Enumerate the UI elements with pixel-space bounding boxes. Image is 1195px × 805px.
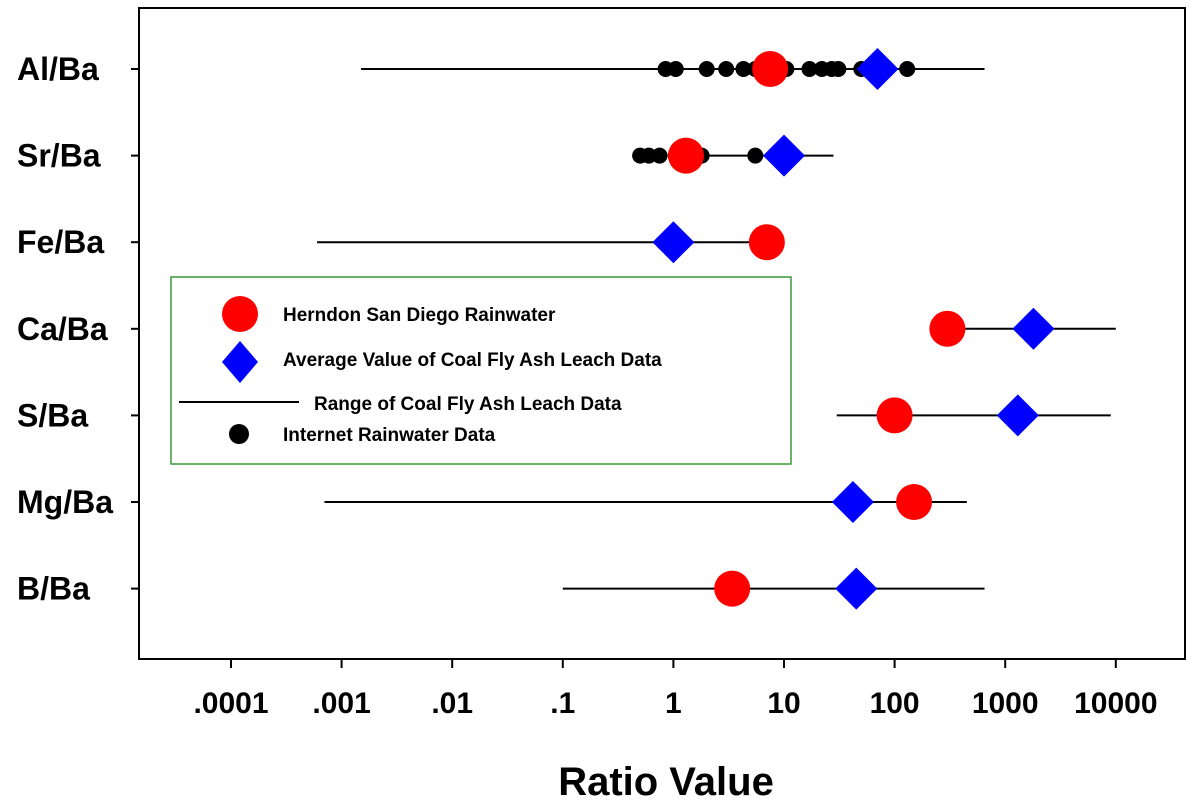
x-tick-label: 1 — [665, 687, 682, 720]
x-axis: .0001 .001 .01 .1 1 10 100 1000 10000 — [193, 659, 1158, 720]
legend-diamond-icon — [222, 341, 258, 383]
herndon-point — [896, 484, 933, 520]
y-axis: Al/Ba Sr/Ba Fe/Ba Ca/Ba S/Ba Mg/Ba B/Ba — [17, 51, 139, 607]
y-tick-label: Ca/Ba — [17, 311, 108, 347]
internet-dot — [747, 147, 764, 164]
herndon-point — [668, 137, 705, 174]
x-tick-label: .1 — [550, 687, 575, 720]
average-point — [996, 394, 1039, 437]
x-tick-label: 100 — [870, 687, 920, 720]
average-point — [763, 134, 805, 177]
average-point — [652, 221, 695, 264]
x-axis-title: Ratio Value — [558, 760, 774, 804]
herndon-point — [714, 570, 751, 607]
legend: Herndon San Diego Rainwater Average Valu… — [170, 276, 792, 465]
y-tick-label: Sr/Ba — [17, 138, 101, 174]
x-tick-label: 1000 — [972, 687, 1039, 720]
legend-label-average: Average Value of Coal Fly Ash Leach Data — [283, 350, 662, 371]
internet-dot — [899, 61, 916, 77]
y-tick-label: S/Ba — [17, 397, 88, 433]
average-point — [835, 567, 878, 610]
internet-dot — [651, 147, 668, 164]
internet-dot — [698, 61, 715, 77]
herndon-point — [752, 51, 789, 87]
y-tick-label: Mg/Ba — [17, 484, 113, 520]
legend-box — [170, 276, 792, 465]
internet-dot — [667, 61, 684, 77]
y-tick-label: B/Ba — [17, 571, 90, 607]
internet-dot — [718, 61, 735, 77]
internet-dot — [735, 61, 752, 77]
average-point — [831, 481, 874, 523]
x-tick-label: .0001 — [193, 687, 268, 720]
herndon-point — [929, 310, 966, 347]
internet-dot — [830, 61, 847, 77]
herndon-point — [748, 224, 785, 261]
average-point — [856, 48, 899, 90]
herndon-markers — [668, 51, 966, 607]
legend-circle-icon — [222, 296, 258, 332]
internet-dot — [801, 61, 818, 77]
legend-label-herndon: Herndon San Diego Rainwater — [283, 305, 556, 326]
x-tick-label: .01 — [431, 687, 473, 720]
plot-frame — [138, 7, 1186, 660]
legend-label-internet: Internet Rainwater Data — [283, 425, 496, 446]
y-tick-label: Al/Ba — [17, 51, 99, 87]
legend-label-range: Range of Coal Fly Ash Leach Data — [314, 394, 622, 415]
x-tick-label: 10 — [767, 687, 800, 720]
x-tick-label: .001 — [312, 687, 370, 720]
x-tick-label: 10000 — [1074, 687, 1157, 720]
y-tick-label: Fe/Ba — [17, 224, 104, 260]
average-markers — [652, 48, 1055, 610]
average-point — [1012, 307, 1055, 350]
herndon-point — [876, 397, 913, 434]
legend-dot-icon — [229, 424, 249, 444]
